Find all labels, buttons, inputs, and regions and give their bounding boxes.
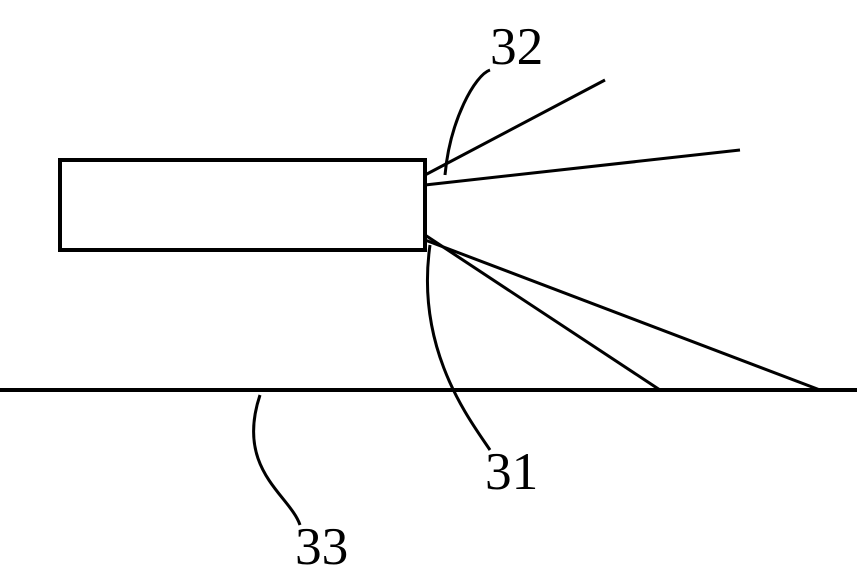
- label-32: 32: [490, 15, 543, 77]
- ray-0: [425, 80, 605, 175]
- diagram-canvas: [0, 0, 857, 577]
- ray-1: [425, 150, 740, 185]
- ray-3: [425, 240, 820, 390]
- label-31: 31: [485, 440, 538, 502]
- emitter-rect: [60, 160, 425, 250]
- label-33: 33: [295, 515, 348, 577]
- leader-l31: [427, 245, 490, 450]
- ray-2: [425, 235, 660, 390]
- leader-l33: [254, 395, 300, 525]
